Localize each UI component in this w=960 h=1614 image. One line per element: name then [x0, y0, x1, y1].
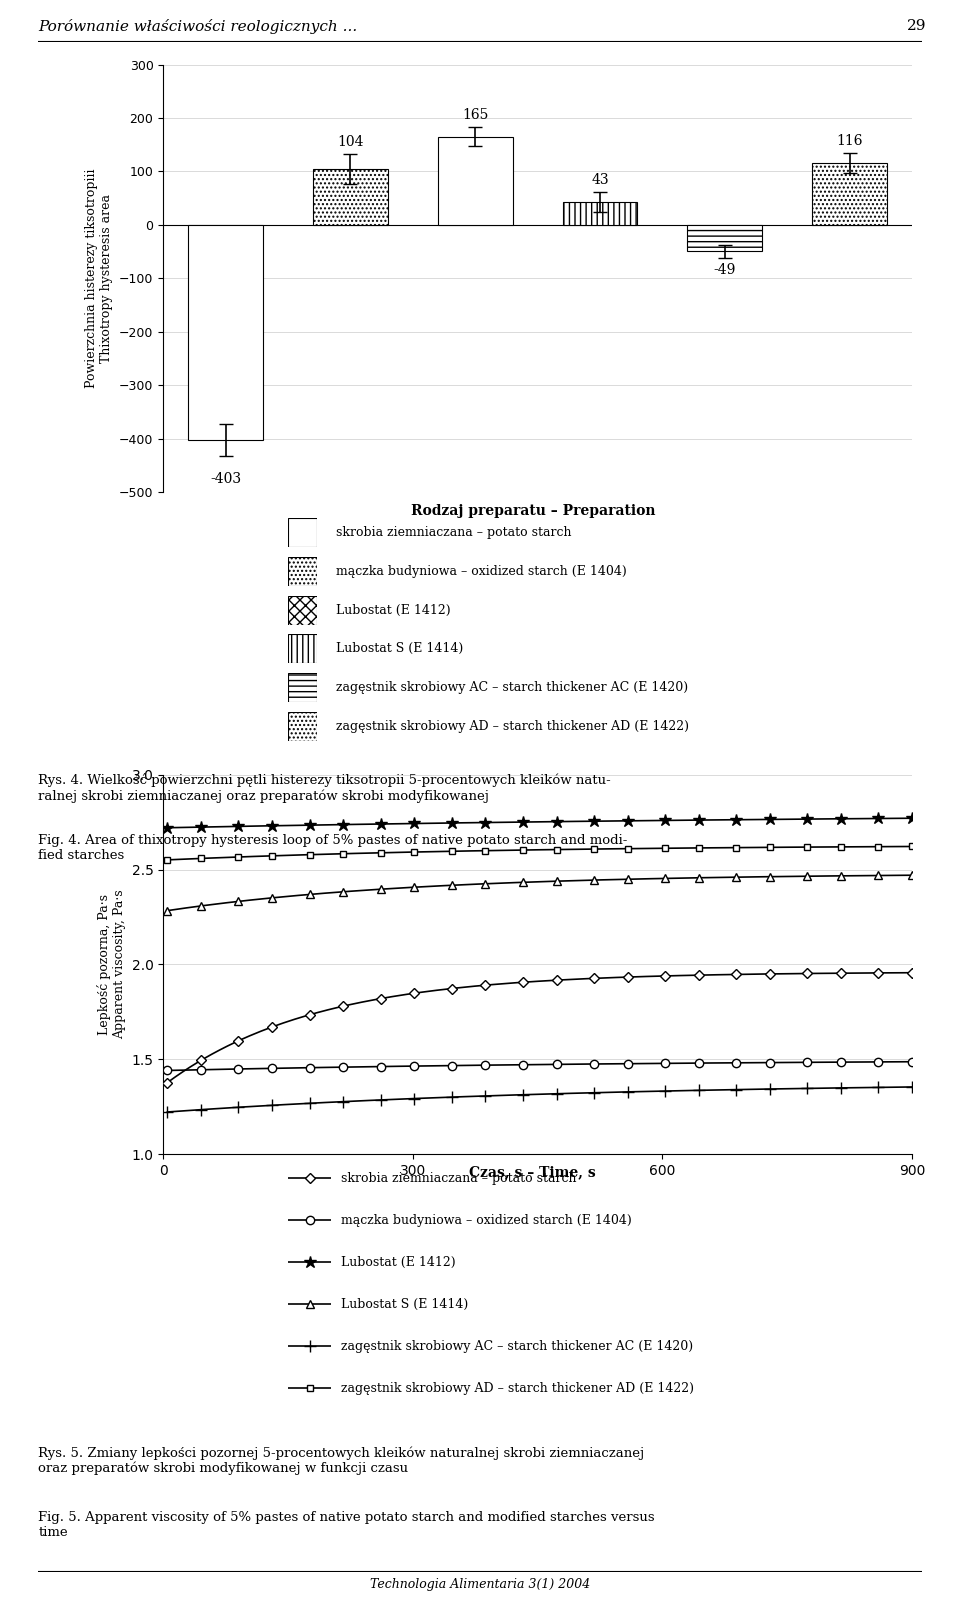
- Text: zagęstnik skrobiowy AC – starch thickener AC (E 1420): zagęstnik skrobiowy AC – starch thickene…: [341, 1340, 693, 1353]
- Text: Rys. 5. Zmiany lepkości pozornej 5-procentowych kleików naturalnej skrobi ziemni: Rys. 5. Zmiany lepkości pozornej 5-proce…: [38, 1446, 645, 1475]
- Text: zagęstnik skrobiowy AD – starch thickener AD (E 1422): zagęstnik skrobiowy AD – starch thickene…: [341, 1382, 694, 1394]
- Text: Rys. 4. Wielkość powierzchni pętli histerezy tiksotropii 5-procentowych kleików : Rys. 4. Wielkość powierzchni pętli histe…: [38, 773, 612, 802]
- Text: Lubostat S (E 1414): Lubostat S (E 1414): [341, 1298, 468, 1311]
- Bar: [313, 169, 388, 224]
- Text: Fig. 4. Area of thixotropy hysteresis loop of 5% pastes of native potato starch : Fig. 4. Area of thixotropy hysteresis lo…: [38, 834, 628, 862]
- Text: -49: -49: [713, 263, 736, 278]
- Text: 43: 43: [591, 173, 609, 187]
- Text: skrobia ziemniaczana – potato starch: skrobia ziemniaczana – potato starch: [336, 526, 571, 539]
- Text: Czas, s – Time, s: Czas, s – Time, s: [469, 1165, 596, 1180]
- Text: 29: 29: [907, 19, 926, 34]
- Text: Lubostat (E 1412): Lubostat (E 1412): [341, 1256, 455, 1269]
- Text: zagęstnik skrobiowy AD – starch thickener AD (E 1422): zagęstnik skrobiowy AD – starch thickene…: [336, 720, 689, 733]
- Text: Porównanie właściwości reologicznych ...: Porównanie właściwości reologicznych ...: [38, 19, 358, 34]
- Text: 165: 165: [462, 108, 489, 121]
- Text: Fig. 5. Apparent viscosity of 5% pastes of native potato starch and modified sta: Fig. 5. Apparent viscosity of 5% pastes …: [38, 1511, 655, 1538]
- Text: 116: 116: [836, 134, 863, 148]
- Bar: [188, 224, 263, 441]
- Text: Rodzaj preparatu – Preparation: Rodzaj preparatu – Preparation: [411, 504, 655, 518]
- Bar: [687, 224, 762, 252]
- Text: Lubostat (E 1412): Lubostat (E 1412): [336, 604, 450, 617]
- Bar: [812, 163, 887, 224]
- Text: Lubostat S (E 1414): Lubostat S (E 1414): [336, 642, 464, 655]
- Text: mączka budyniowa – oxidized starch (E 1404): mączka budyniowa – oxidized starch (E 14…: [341, 1214, 632, 1227]
- Bar: [438, 137, 513, 224]
- Y-axis label: Powierzchnia histerezy tiksotropiii
Thixotropy hysteresis area: Powierzchnia histerezy tiksotropiii Thix…: [85, 169, 113, 387]
- Text: Technologia Alimentaria 3(1) 2004: Technologia Alimentaria 3(1) 2004: [370, 1578, 590, 1591]
- Text: -403: -403: [210, 473, 241, 486]
- Bar: [563, 202, 637, 224]
- Text: mączka budyniowa – oxidized starch (E 1404): mączka budyniowa – oxidized starch (E 14…: [336, 565, 627, 578]
- Text: 104: 104: [337, 136, 364, 148]
- Text: skrobia ziemniaczana – potato starch: skrobia ziemniaczana – potato starch: [341, 1172, 576, 1185]
- Text: zagęstnik skrobiowy AC – starch thickener AC (E 1420): zagęstnik skrobiowy AC – starch thickene…: [336, 681, 688, 694]
- Y-axis label: Lepkość pozorna, Pa·s
Apparent viscosity, Pa·s: Lepkość pozorna, Pa·s Apparent viscosity…: [97, 889, 126, 1039]
